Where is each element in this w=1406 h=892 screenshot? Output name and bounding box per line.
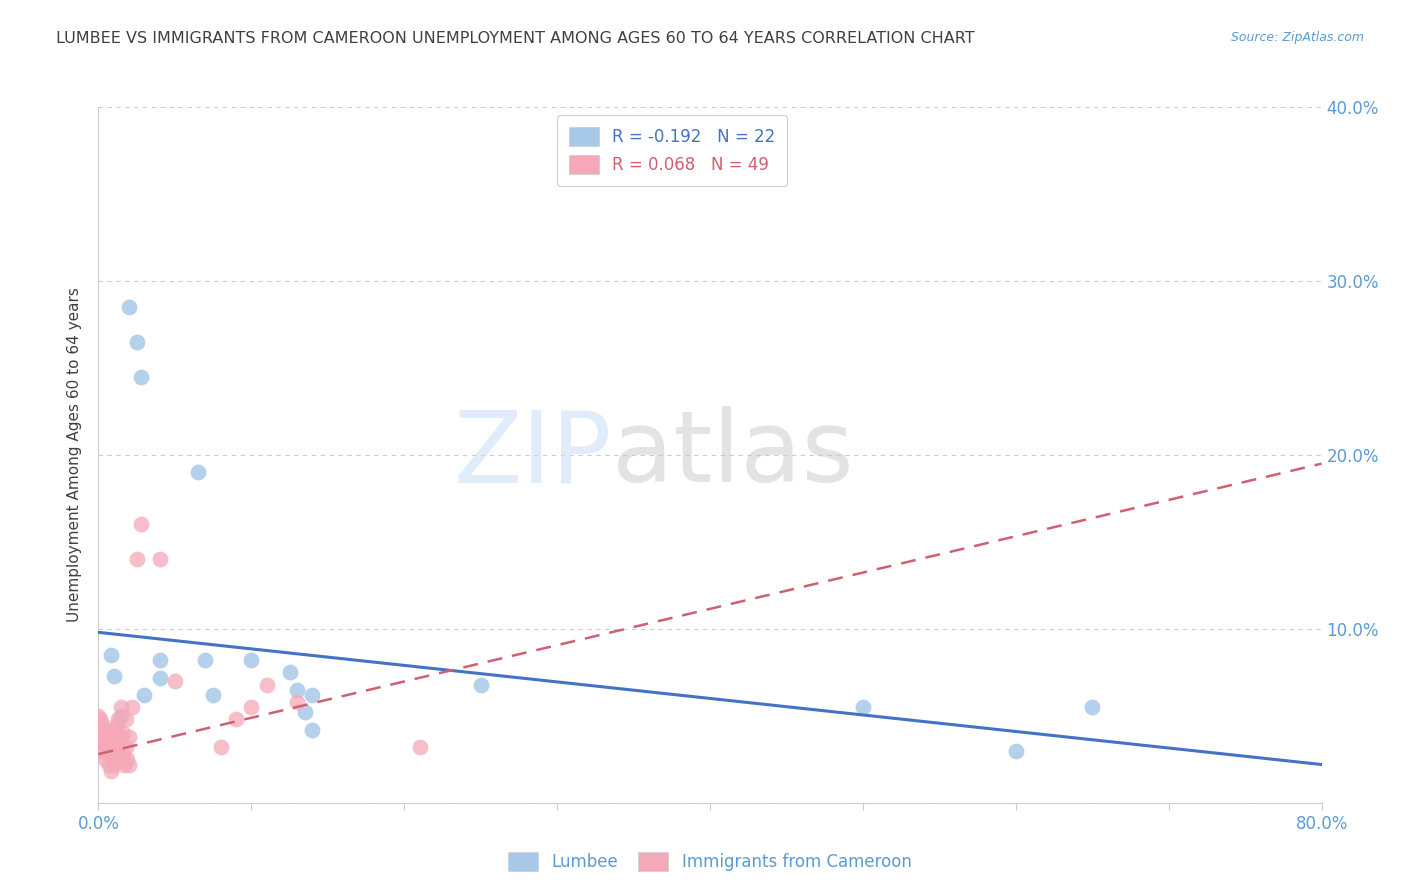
Point <box>294 706 316 720</box>
Point <box>240 653 263 667</box>
Point <box>110 700 132 714</box>
Point <box>110 730 132 744</box>
Text: atlas: atlas <box>612 407 853 503</box>
Point <box>103 744 125 758</box>
Point <box>100 747 122 761</box>
Point <box>93 730 115 744</box>
Point <box>134 688 156 702</box>
Point <box>115 740 138 755</box>
Point <box>852 700 875 714</box>
Point <box>100 764 122 779</box>
Point <box>285 682 308 697</box>
Point <box>108 752 131 766</box>
Point <box>93 752 115 766</box>
Point <box>118 300 141 314</box>
Text: ZIP: ZIP <box>454 407 612 503</box>
Point <box>149 671 172 685</box>
Point <box>115 712 138 726</box>
Point <box>98 757 121 772</box>
Point <box>90 744 112 758</box>
Point <box>278 665 301 680</box>
Point <box>118 757 141 772</box>
Point <box>301 688 323 702</box>
Text: Source: ZipAtlas.com: Source: ZipAtlas.com <box>1230 31 1364 45</box>
Point <box>285 695 308 709</box>
Point <box>103 723 125 737</box>
Point <box>98 740 121 755</box>
Point <box>163 674 186 689</box>
Point <box>240 700 263 714</box>
Point <box>107 712 129 726</box>
Point <box>105 717 128 731</box>
Point <box>187 466 209 480</box>
Y-axis label: Unemployment Among Ages 60 to 64 years: Unemployment Among Ages 60 to 64 years <box>67 287 83 623</box>
Point <box>470 677 492 691</box>
Point <box>121 700 143 714</box>
Point <box>209 740 232 755</box>
Legend: Lumbee, Immigrants from Cameroon: Lumbee, Immigrants from Cameroon <box>509 852 911 871</box>
Point <box>87 708 110 723</box>
Point <box>101 752 124 766</box>
Point <box>100 648 122 662</box>
Point <box>105 747 128 761</box>
Point <box>91 735 114 749</box>
Point <box>89 712 111 726</box>
Point <box>103 757 125 772</box>
Point <box>107 740 129 755</box>
Point <box>225 712 247 726</box>
Point <box>1004 744 1026 758</box>
Point <box>103 669 125 683</box>
Point <box>94 744 117 758</box>
Point <box>112 757 135 772</box>
Point <box>129 369 152 384</box>
Point <box>125 334 148 349</box>
Text: LUMBEE VS IMMIGRANTS FROM CAMEROON UNEMPLOYMENT AMONG AGES 60 TO 64 YEARS CORREL: LUMBEE VS IMMIGRANTS FROM CAMEROON UNEMP… <box>56 31 974 46</box>
Point <box>97 730 120 744</box>
Point <box>111 726 134 740</box>
Point <box>301 723 323 737</box>
Point <box>111 747 134 761</box>
Point <box>129 517 152 532</box>
Point <box>256 677 278 691</box>
Point <box>89 730 111 744</box>
Point <box>194 653 217 667</box>
Point <box>117 752 139 766</box>
Point <box>125 552 148 566</box>
Point <box>118 730 141 744</box>
Point <box>94 723 117 737</box>
Point <box>87 735 110 749</box>
Point <box>149 653 172 667</box>
Point <box>149 552 172 566</box>
Point <box>97 747 120 761</box>
Point <box>91 717 114 731</box>
Point <box>202 688 225 702</box>
Point <box>1081 700 1104 714</box>
Point <box>101 730 124 744</box>
Point <box>87 723 110 737</box>
Point <box>110 708 132 723</box>
Point <box>408 740 430 755</box>
